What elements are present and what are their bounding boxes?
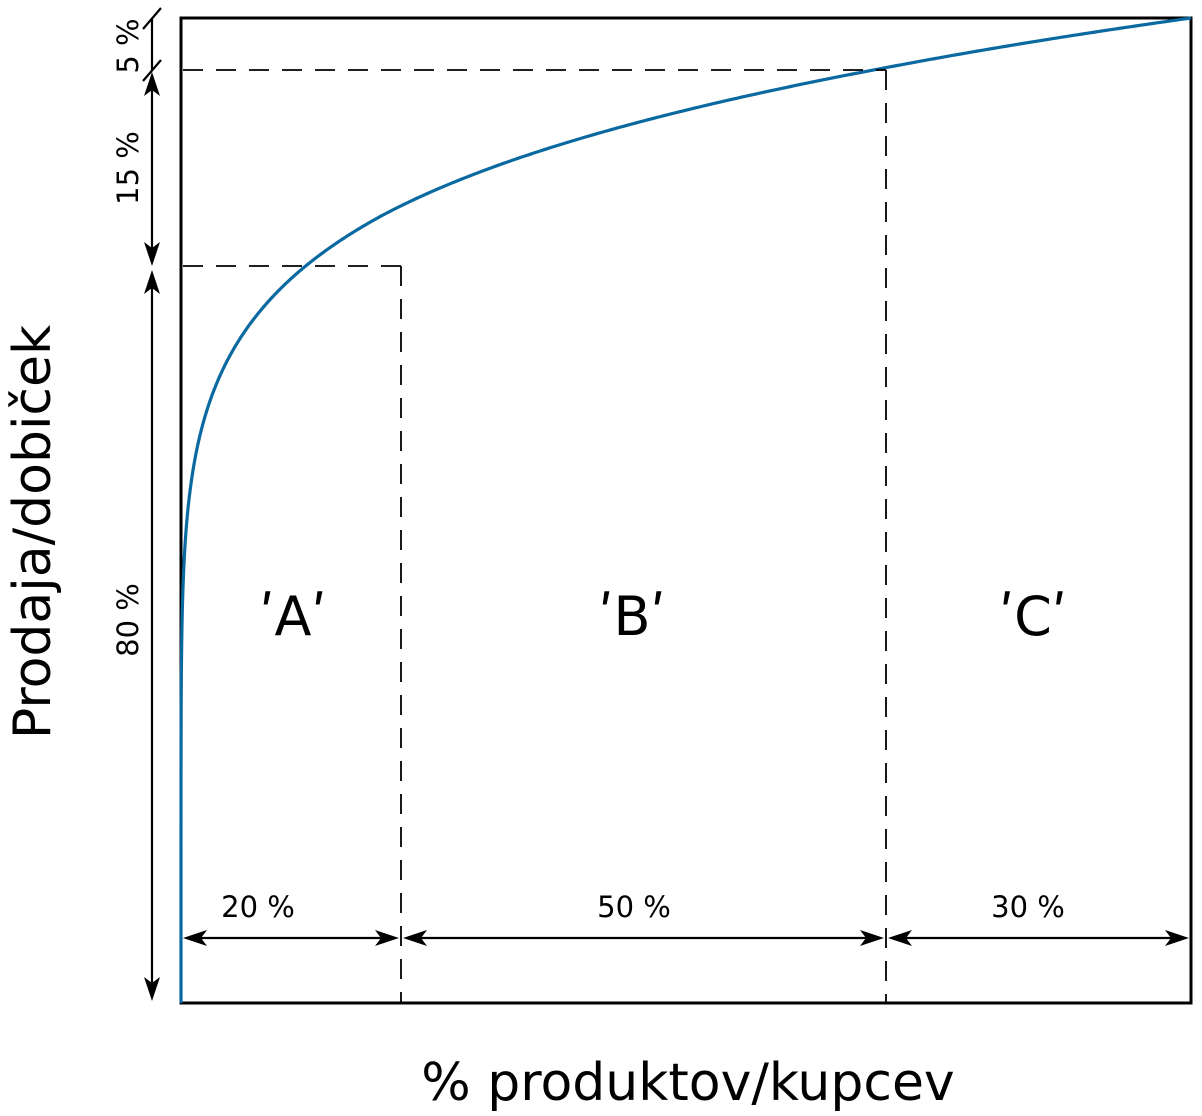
- pareto-curve: [179, 16, 1192, 1003]
- dimension-arrow-b-height: [144, 72, 160, 266]
- x-axis-title: % produktov/kupcev: [421, 1053, 954, 1113]
- dimension-c-height: [142, 7, 162, 82]
- dimension-label-a-width: 20 %: [221, 890, 295, 924]
- plot-frame: [179, 16, 1193, 1005]
- dimension-label-b-height: 15 %: [111, 131, 145, 205]
- dimension-label-a-height: 80 %: [111, 583, 145, 657]
- y-axis-title: Prodaja/dobiček: [3, 325, 63, 739]
- class-label-a: ʹAʹ: [260, 585, 327, 648]
- dimension-label-c-height: 5 %: [111, 18, 145, 73]
- dimension-arrow-a-height: [144, 270, 160, 1001]
- dimension-label-b-width: 50 %: [597, 890, 671, 924]
- dimension-arrow-c-width: [888, 930, 1189, 946]
- dimension-arrow-b-width: [403, 930, 884, 946]
- class-label-b: ʹBʹ: [598, 585, 665, 648]
- dimension-label-c-width: 30 %: [991, 890, 1065, 924]
- dimension-arrow-a-width: [183, 930, 399, 946]
- class-label-c: ʹCʹ: [999, 585, 1067, 648]
